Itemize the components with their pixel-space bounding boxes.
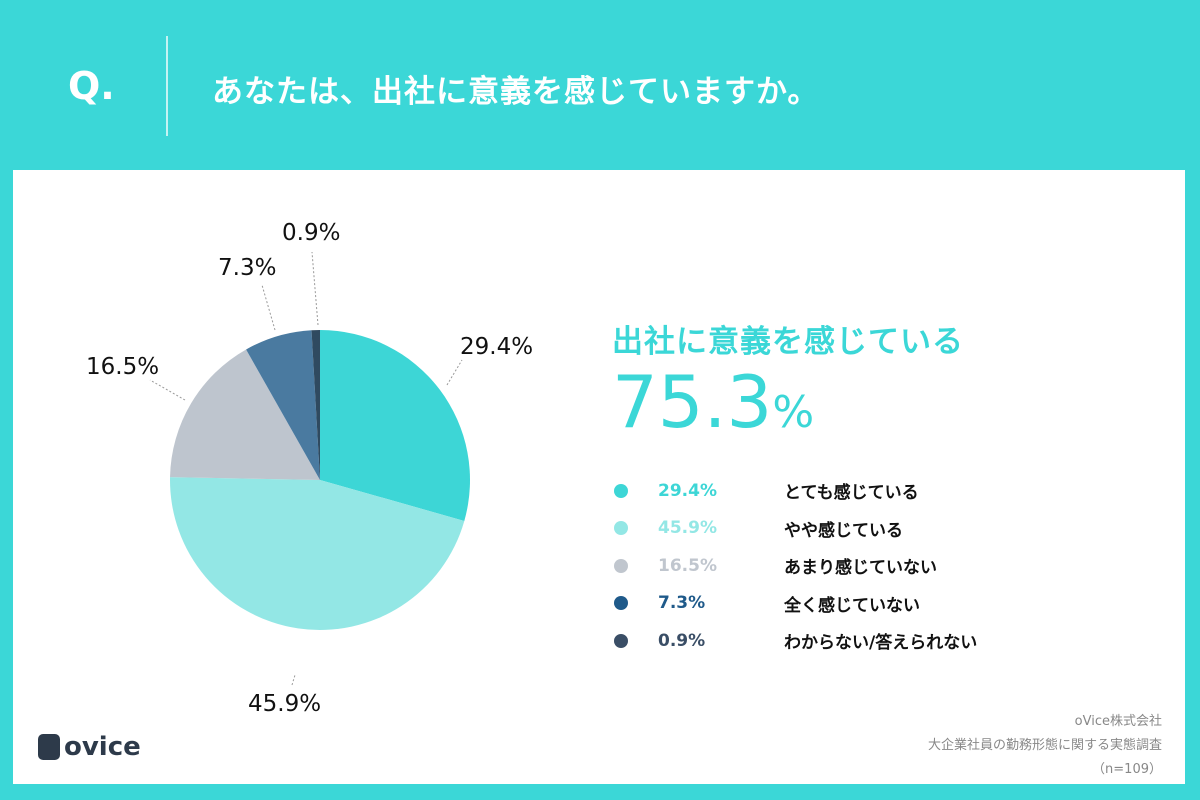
legend-item: 45.9% やや感じている xyxy=(612,510,977,548)
legend-value: 0.9% xyxy=(658,630,706,651)
legend-value: 45.9% xyxy=(658,518,717,539)
legend-label: あまり感じていない xyxy=(784,558,937,579)
source-note: oVice株式会社 大企業社員の勤務形態に関する実態調査 （n=109） xyxy=(928,710,1162,782)
logo-icon xyxy=(38,734,60,760)
legend-value: 7.3% xyxy=(658,593,706,614)
ovice-logo: ovice xyxy=(38,732,141,762)
legend-dot-icon xyxy=(614,483,628,498)
question-title: あなたは、出社に意義を感じていますか。 xyxy=(212,74,820,110)
legend-dot-icon xyxy=(614,596,628,611)
leader-line-3 xyxy=(261,284,276,331)
legend-label: とても感じている xyxy=(784,483,919,504)
leader-line-4 xyxy=(311,251,319,326)
pie-label-1: 45.9% xyxy=(248,691,322,717)
pie-slice-0 xyxy=(320,330,470,521)
pie-label-4: 0.9% xyxy=(282,220,341,246)
leader-line-1 xyxy=(291,674,296,686)
leader-line-2 xyxy=(149,379,186,401)
pie-label-2: 16.5% xyxy=(86,354,160,380)
source-survey: 大企業社員の勤務形態に関する実態調査 xyxy=(927,738,1162,753)
pie-label-0: 29.4% xyxy=(460,334,534,360)
legend-dot-icon xyxy=(614,633,628,648)
leader-line-0 xyxy=(446,359,463,386)
pie-slice-3 xyxy=(246,330,320,480)
summary-number: 75.3 xyxy=(612,360,773,444)
legend-dot-icon xyxy=(614,521,628,536)
legend-label: わからない/答えられない xyxy=(784,633,978,654)
question-mark-label: Q. xyxy=(68,64,115,108)
legend-item: 0.9% わからない/答えられない xyxy=(612,622,977,660)
pie-slice-1 xyxy=(169,477,465,631)
logo-text: ovice xyxy=(64,732,141,762)
pie-label-3: 7.3% xyxy=(218,255,277,281)
source-sample-size: （n=109） xyxy=(1092,762,1162,777)
legend-item: 7.3% 全く感じていない xyxy=(612,585,977,623)
legend-item: 29.4% とても感じている xyxy=(612,472,977,510)
pie-slice-4 xyxy=(311,330,320,480)
legend-value: 16.5% xyxy=(658,555,717,576)
divider xyxy=(166,36,168,136)
legend-label: やや感じている xyxy=(784,520,903,541)
legend-dot-icon xyxy=(614,558,628,573)
legend: 29.4% とても感じている 45.9% やや感じている 16.5% あまり感じていない 7… xyxy=(612,472,977,660)
summary-unit: % xyxy=(772,387,815,438)
legend-label: 全く感じていない xyxy=(784,595,920,616)
legend-value: 29.4% xyxy=(658,480,717,501)
source-company: oVice株式会社 xyxy=(1074,714,1162,729)
pie-slice-2 xyxy=(170,349,320,480)
summary-label: 出社に意義を感じている xyxy=(612,324,964,360)
legend-item: 16.5% あまり感じていない xyxy=(612,547,977,585)
summary-value: 75.3% xyxy=(612,360,814,444)
